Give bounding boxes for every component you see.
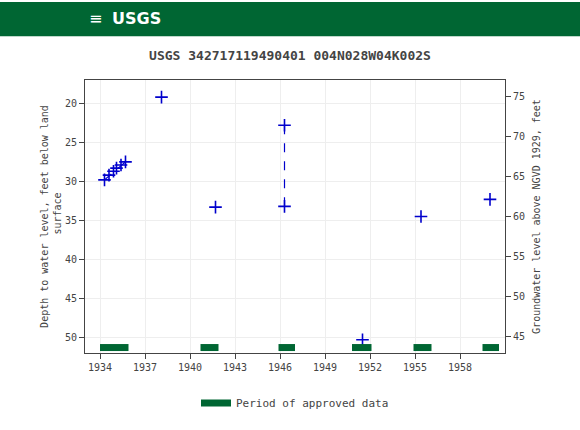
svg-text:1946: 1946	[268, 362, 292, 373]
svg-text:USGS: USGS	[112, 9, 161, 28]
svg-text:1937: 1937	[133, 362, 157, 373]
svg-text:USGS 342717119490401 004N028W0: USGS 342717119490401 004N028W04K002S	[149, 48, 431, 63]
svg-text:45: 45	[65, 293, 77, 304]
svg-text:1958: 1958	[448, 362, 472, 373]
svg-text:Groundwater level above NGVD 1: Groundwater level above NGVD 1929, feet	[531, 99, 542, 334]
svg-text:1943: 1943	[223, 362, 247, 373]
svg-text:50: 50	[513, 291, 525, 302]
svg-text:1952: 1952	[358, 362, 382, 373]
svg-text:70: 70	[513, 131, 525, 142]
svg-text:1955: 1955	[403, 362, 427, 373]
svg-text:45: 45	[513, 331, 525, 342]
svg-text:75: 75	[513, 91, 525, 102]
svg-text:65: 65	[513, 171, 525, 182]
svg-text:30: 30	[65, 176, 77, 187]
svg-text:55: 55	[513, 251, 525, 262]
svg-text:1940: 1940	[178, 362, 202, 373]
svg-text:25: 25	[65, 137, 77, 148]
svg-text:35: 35	[65, 215, 77, 226]
svg-text:1934: 1934	[88, 362, 112, 373]
svg-text:40: 40	[65, 254, 77, 265]
svg-text:20: 20	[65, 98, 77, 109]
svg-text:Period of approved data: Period of approved data	[236, 397, 388, 410]
svg-text:Depth to water level, feet bel: Depth to water level, feet below land su…	[39, 105, 63, 328]
svg-text:1949: 1949	[313, 362, 337, 373]
svg-text:≡: ≡	[89, 9, 102, 28]
svg-text:60: 60	[513, 211, 525, 222]
svg-text:50: 50	[65, 332, 77, 343]
